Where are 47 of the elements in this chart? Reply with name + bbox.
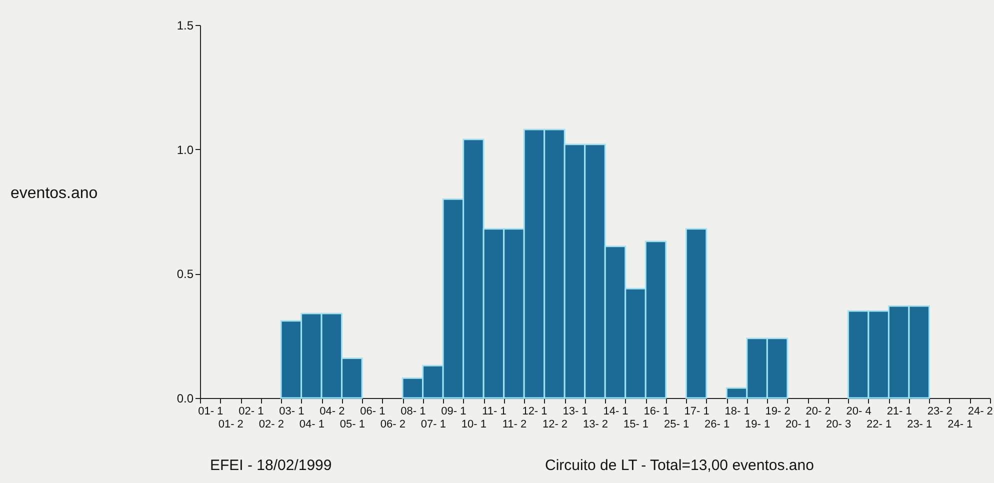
x-tick-label: 15- 1 <box>623 418 649 430</box>
x-tick-label: 21- 1 <box>886 406 912 418</box>
x-tick-label: 04- 1 <box>299 418 324 430</box>
x-tick-label: 06- 1 <box>360 406 386 418</box>
x-tick-label: 20- 4 <box>846 406 872 418</box>
x-tick-label: 16- 1 <box>644 406 669 418</box>
x-tick-label: 14- 1 <box>603 406 628 418</box>
x-tick-label: 02- 2 <box>258 418 284 430</box>
bar <box>685 228 708 399</box>
x-tick-label: 07- 1 <box>420 418 446 430</box>
x-tick-label: 18- 1 <box>724 406 750 418</box>
x-tick-label: 25- 1 <box>664 418 690 430</box>
x-tick-label: 09- 1 <box>441 406 466 418</box>
x-tick-label: 22- 1 <box>866 418 892 430</box>
x-tick-label: 17- 1 <box>684 406 710 418</box>
x-tick-label: 02- 1 <box>238 406 264 418</box>
x-tick-label: 23- 2 <box>927 406 952 418</box>
x-tick-label: 13- 1 <box>562 406 588 418</box>
x-tick-label: 19- 1 <box>745 418 770 430</box>
x-tick-label: 20- 2 <box>806 406 831 418</box>
x-tick-label: 26- 1 <box>704 418 730 430</box>
x-tick-label: 04- 2 <box>320 406 345 418</box>
x-tick-label: 08- 1 <box>400 406 426 418</box>
x-tick-label: 12- 2 <box>542 418 568 430</box>
x-tick-label: 24- 2 <box>968 406 993 418</box>
y-axis-title: eventos.ano <box>10 184 98 202</box>
y-tick-label: 1.5 <box>176 18 194 32</box>
x-tick-label: 11- 2 <box>502 418 527 430</box>
x-tick-label: 01- 2 <box>218 418 244 430</box>
x-tick-label: 19- 2 <box>765 406 790 418</box>
x-tick-label: 24- 1 <box>948 418 973 430</box>
text: Circuito de LT - Total=13,00 eventos.ano <box>545 457 814 474</box>
y-tick-label: 0.0 <box>176 392 194 406</box>
x-tick-label: 01- 1 <box>198 406 224 418</box>
y-tick-label: 1.0 <box>176 142 194 157</box>
y-tick-label: 0.5 <box>176 267 194 282</box>
x-tick-label: 13- 2 <box>582 418 608 430</box>
x-tick-label: 03- 1 <box>279 406 304 418</box>
x-tick-label: 06- 2 <box>380 418 406 430</box>
x-tick-label: 12- 1 <box>522 406 548 418</box>
x-tick-label: 11- 1 <box>482 406 506 418</box>
x-tick-label: 10- 1 <box>461 418 486 430</box>
x-tick-label: 20- 3 <box>826 418 852 430</box>
x-tick-label: 23- 1 <box>907 418 932 430</box>
x-tick-label: 05- 1 <box>340 418 365 430</box>
x-tick-label: 20- 1 <box>786 418 811 430</box>
text: EFEI - 18/02/1999 <box>210 457 332 474</box>
